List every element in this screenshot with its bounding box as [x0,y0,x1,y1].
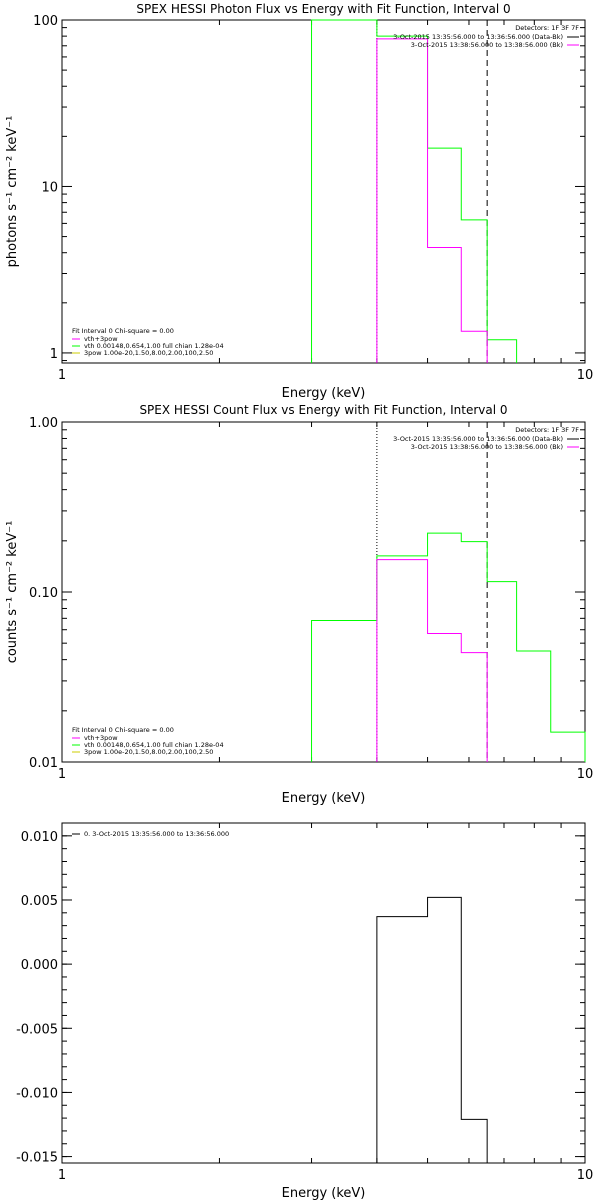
legend-entry: vth 0.00148,0.654,1.00 full chian 1.28e-… [84,342,224,350]
y-tick-label: 1 [50,347,58,362]
series-line-data [311,19,518,363]
legend-entry: 3-Oct-2015 13:35:56.000 to 13:36:56.000 … [393,33,563,41]
y-tick-label: -0.015 [16,1151,58,1166]
legend-detectors: Detectors: 1F 3F 7F [515,426,579,434]
series-line-data [376,896,488,1163]
x-tick-label: 10 [577,767,594,782]
y-tick-label: 0.000 [21,958,58,973]
x-axis-label: Energy (keV) [282,1186,366,1200]
legend-detectors: Detectors: 1F 3F 7F [515,24,579,32]
legend-entry: 3pow 1.00e-20,1.50,8.00,2.00,100,2.50 [84,349,213,357]
plot-frame [61,421,586,763]
legend-fit-header: Fit Interval 0 Chi-square = 0.00 [72,327,174,335]
x-tick-label: 10 [577,368,594,383]
chart-title: SPEX HESSI Count Flux vs Energy with Fit… [139,403,507,417]
series-line-model [376,38,488,363]
legend-entry: vth 0.00148,0.654,1.00 full chian 1.28e-… [84,741,224,749]
x-tick-label: 1 [58,368,66,383]
chart-panel-1: SPEX HESSI Photon Flux vs Energy with Fi… [5,2,593,401]
x-tick-label: 1 [58,767,66,782]
chart-panel-3: Energy (keV) 1 10 0.010 0.005 0.000 -0.005 -0.0… [16,822,594,1200]
x-tick-label: 1 [58,1168,66,1183]
x-tick-label: 10 [577,1168,594,1183]
y-tick-label: 1.00 [29,416,58,431]
y-axis-label: counts s⁻¹ cm⁻² keV⁻¹ [5,521,20,664]
y-axis-label: photons s⁻¹ cm⁻² keV⁻¹ [5,116,20,268]
y-tick-label: 0.10 [29,586,58,601]
legend-entry: 0. 3-Oct-2015 13:35:56.000 to 13:36:56.0… [84,830,229,838]
chart-title: SPEX HESSI Photon Flux vs Energy with Fi… [136,2,510,16]
y-tick-label: 0.01 [29,756,58,771]
y-tick-label: -0.005 [16,1022,58,1037]
y-tick-label: 0.005 [21,894,58,909]
legend-entry: vth+3pow [84,335,118,343]
y-tick-label: -0.010 [16,1086,58,1101]
series-line-model [376,559,488,762]
y-tick-label: 100 [33,14,58,29]
legend-entry: 3-Oct-2015 13:35:56.000 to 13:36:56.000 … [393,435,563,443]
x-axis-label: Energy (keV) [282,791,366,806]
series-line-data [311,532,586,762]
y-tick-label: 10 [41,180,58,195]
chart-panel-2: SPEX HESSI Count Flux vs Energy with Fit… [5,403,593,806]
plot-frame [61,19,586,364]
legend-entry: 3pow 1.00e-20,1.50,8.00,2.00,100,2.50 [84,748,213,756]
legend-entry: 3-Oct-2015 13:38:56.000 to 13:38:56.000 … [411,41,563,49]
legend-entry: 3-Oct-2015 13:38:56.000 to 13:38:56.000 … [411,443,563,451]
x-axis-label: Energy (keV) [282,386,366,401]
y-tick-label: 0.010 [21,830,58,845]
legend-entry: vth+3pow [84,734,118,742]
plot-frame [61,822,586,1164]
legend-fit-header: Fit Interval 0 Chi-square = 0.00 [72,726,174,734]
